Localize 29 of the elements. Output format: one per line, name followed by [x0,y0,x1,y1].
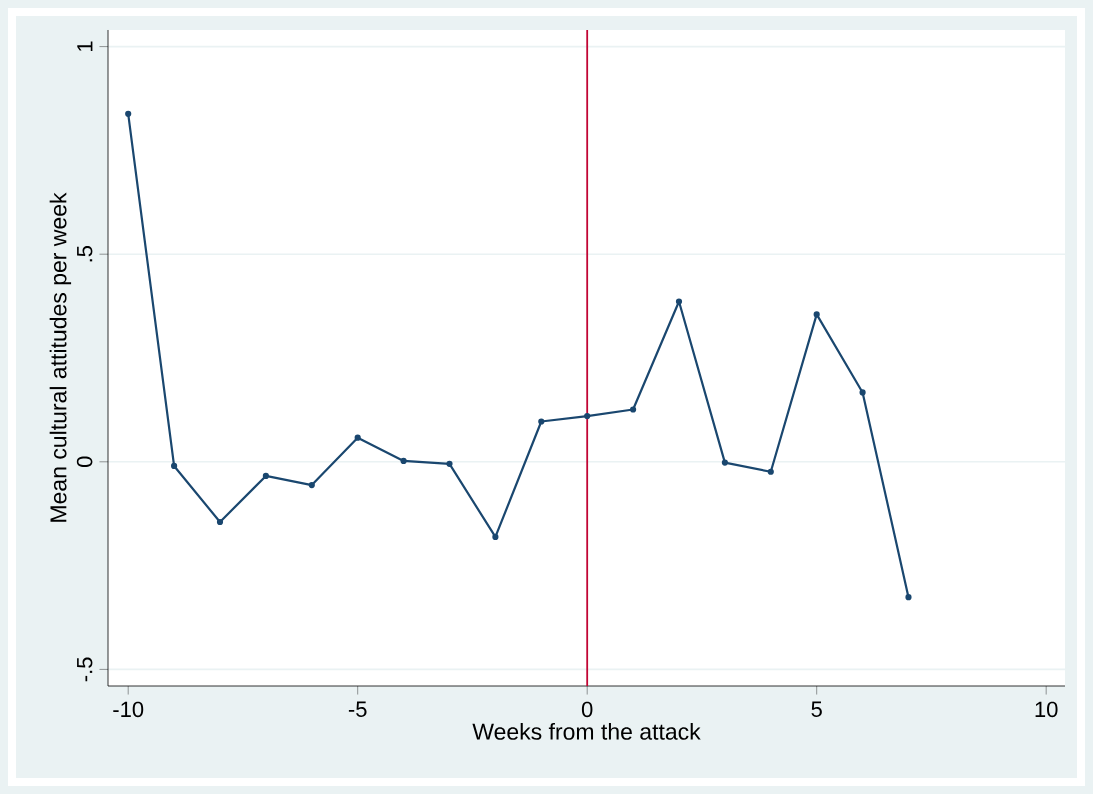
point [905,594,912,601]
y-axis-title: Mean cultural attitudes per week [49,192,72,522]
y-tick-label: .5 [77,245,93,262]
point [171,462,178,470]
point [584,413,591,420]
point [675,298,683,305]
y-tick-label: 1 [77,41,93,52]
point [538,418,545,425]
point [492,533,499,541]
point [262,472,269,480]
point [308,481,315,489]
point [125,110,132,117]
point [354,434,361,441]
point [859,389,866,396]
y-tick-label: -.5 [77,657,93,682]
point [446,460,453,467]
point [767,468,774,475]
point [400,457,407,465]
point [721,459,728,466]
point [216,518,224,526]
x-tick-label: 0 [581,701,593,718]
x-tick-label: 5 [811,701,822,717]
x-axis-title: Weeks from the attack [472,722,701,740]
x-tick-label: -10 [113,701,144,718]
x-tick-label: 10 [1035,701,1058,718]
y-tick-label: 0 [76,456,93,468]
point [629,406,637,413]
point [813,311,820,318]
x-tick-label: -5 [348,701,367,717]
